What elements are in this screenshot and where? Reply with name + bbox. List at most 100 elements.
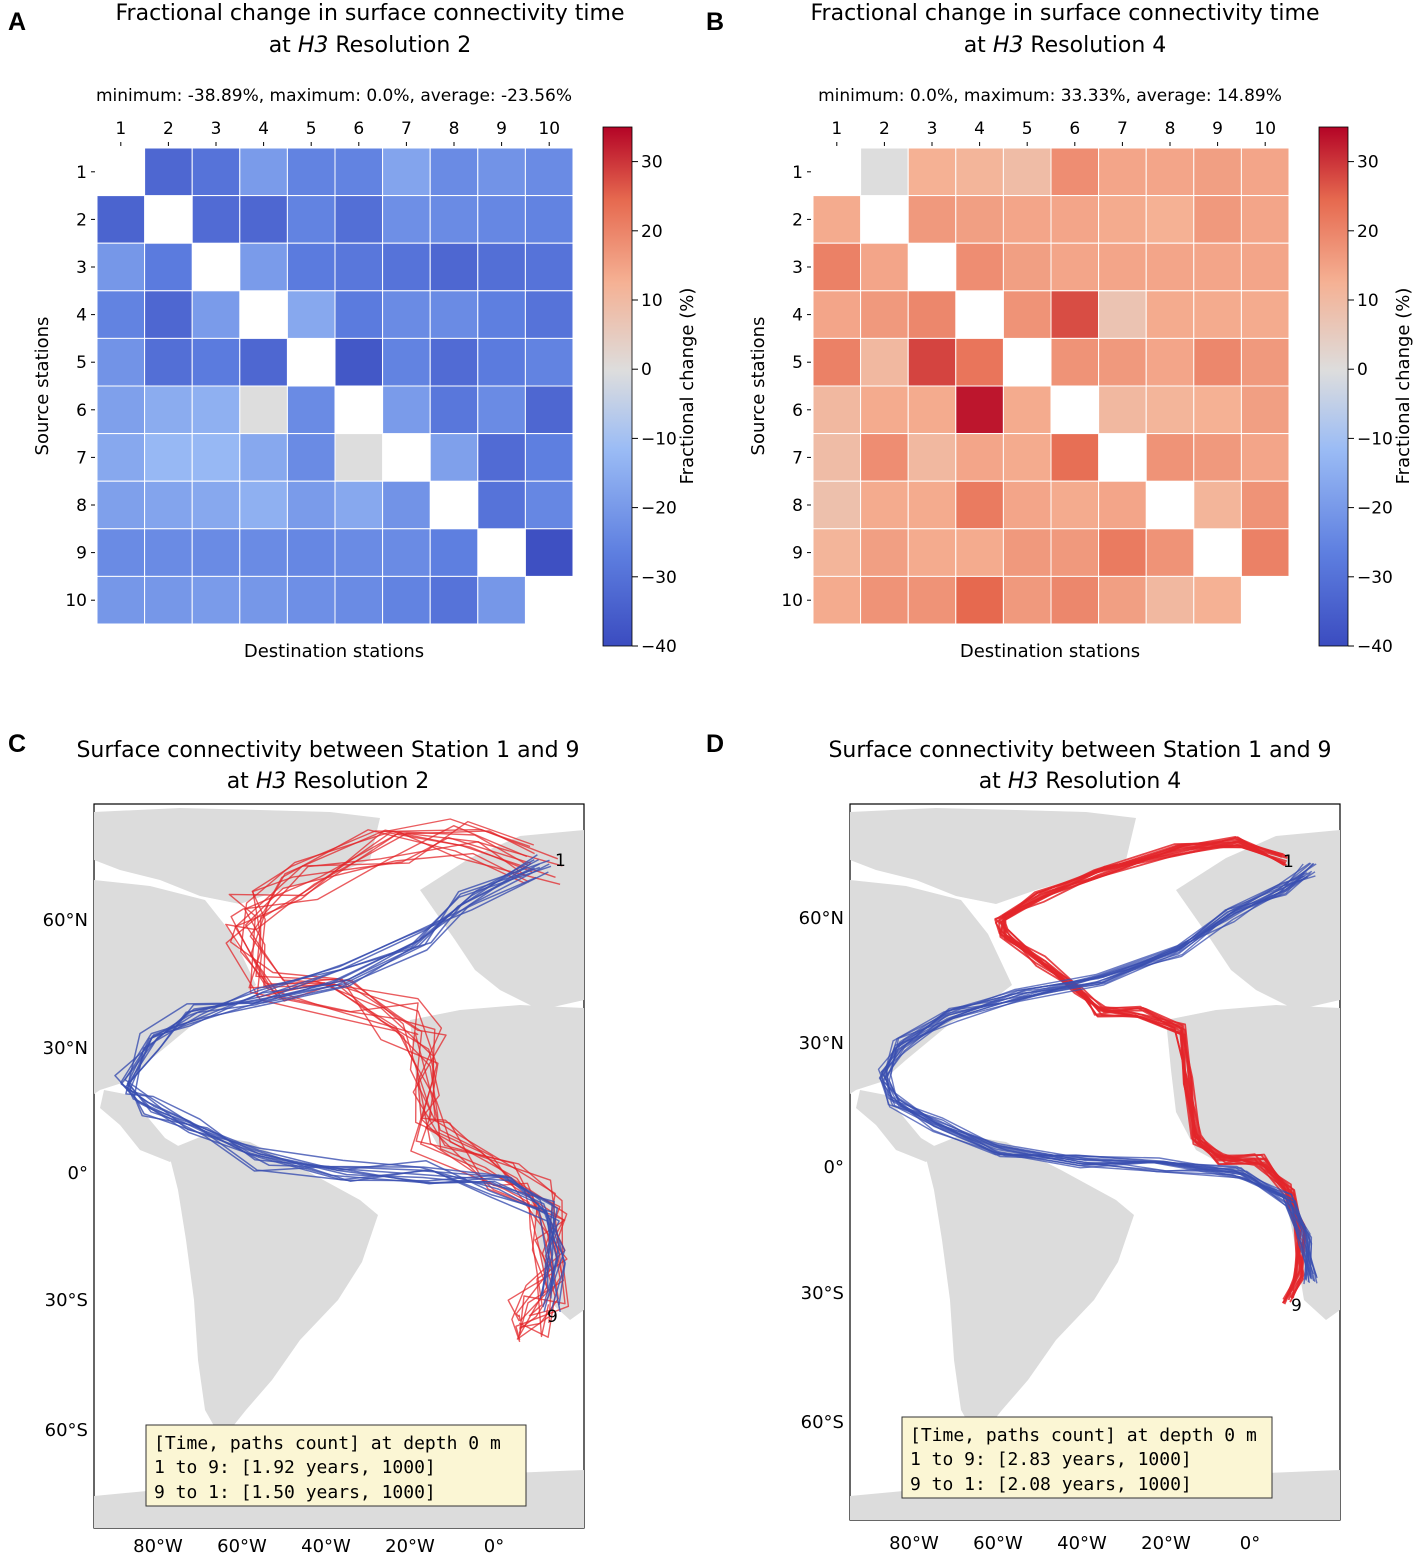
panel-c-title-line2: at H3 Resolution 2 xyxy=(227,769,430,794)
colorbar-tick-label: −10 xyxy=(1357,429,1393,449)
panel-d-land-south-america xyxy=(924,1135,1134,1440)
heatmap-cell-9-3 xyxy=(191,528,241,577)
heatmap-cell-2-8 xyxy=(1145,195,1195,244)
panel-d-legend-line2: 9 to 1: [2.08 years, 1000] xyxy=(910,1474,1192,1495)
panel-a-xlabel: Destination stations xyxy=(244,641,424,662)
y-tick-9: 9 xyxy=(76,544,87,564)
heatmap-cell-1-9 xyxy=(1193,147,1242,197)
heatmap-cell-1-10 xyxy=(1240,147,1290,197)
heatmap-cell-7-9 xyxy=(1193,433,1242,482)
c-red-path-4 xyxy=(252,836,561,1338)
panel-a-title-rest: Resolution 2 xyxy=(328,33,471,58)
colorbar-tick-label: −10 xyxy=(641,429,677,449)
heatmap-cell-2-5 xyxy=(286,195,336,244)
y-tick-1: 1 xyxy=(76,163,87,183)
x-tick-8: 8 xyxy=(449,119,460,139)
c-red-path-10 xyxy=(230,825,566,1336)
heatmap-cell-3-10 xyxy=(524,242,574,292)
heatmap-cell-10-5 xyxy=(286,575,336,625)
heatmap-cell-2-10 xyxy=(1240,195,1290,244)
panel-label-b: B xyxy=(706,8,724,36)
panel-c-legend-line2: 9 to 1: [1.50 years, 1000] xyxy=(154,1482,436,1503)
panel-c-lon-80w: 80°W xyxy=(133,1536,183,1554)
panel-b-colorbar: 30 20 10 0 −10 −20 −30 −40 xyxy=(1318,126,1393,657)
x-tick-1: 1 xyxy=(115,119,126,139)
panel-d-legend: [Time, paths count] at depth 0 m 1 to 9:… xyxy=(901,1416,1273,1499)
heatmap-cell-9-8 xyxy=(429,528,479,577)
heatmap-cell-5-1 xyxy=(96,337,146,387)
heatmap-cell-4-6 xyxy=(1050,290,1100,339)
heatmap-cell-8-2 xyxy=(144,480,193,530)
heatmap-cell-6-2 xyxy=(860,385,909,435)
heatmap-cell-7-5 xyxy=(1002,433,1052,482)
panel-b-ylabel: Source stations xyxy=(748,317,769,456)
panel-d-map: 1 9 60°N 30°N 0° 30°S 60°S 80°W 60°W 40°… xyxy=(799,803,1341,1554)
panel-b-title-italic: H3 xyxy=(993,33,1024,58)
panel-c-legend-header: [Time, paths count] at depth 0 m xyxy=(154,1433,501,1454)
d-blue-path-14 xyxy=(886,863,1317,1280)
panel-d-lat-60s: 60°S xyxy=(801,1412,844,1433)
heatmap-cell-5-2 xyxy=(860,337,909,387)
heatmap-cell-4-9 xyxy=(477,290,526,339)
heatmap-cell-1-4 xyxy=(955,147,1004,197)
heatmap-cell-9-5 xyxy=(286,528,336,577)
heatmap-cell-8-3 xyxy=(907,480,957,530)
heatmap-cell-6-10 xyxy=(524,385,574,435)
heatmap-cell-3-1 xyxy=(812,242,862,292)
panel-d-lon-40w: 40°W xyxy=(1057,1533,1107,1554)
c-blue-path-5 xyxy=(127,863,553,1289)
heatmap-cell-6-1 xyxy=(812,385,862,435)
panel-c-land-south-america xyxy=(168,1135,378,1440)
panel-d-title-line1: Surface connectivity between Station 1 a… xyxy=(828,738,1331,763)
heatmap-cell-4-2 xyxy=(144,290,193,339)
heatmap-cell-2-3 xyxy=(191,195,241,244)
colorbar-tick-label: −40 xyxy=(1357,637,1393,657)
heatmap-cell-1-7 xyxy=(382,147,431,197)
panel-c-lat-30s: 30°S xyxy=(45,1290,88,1311)
x-tick-9: 9 xyxy=(496,119,507,139)
heatmap-cell-6-7 xyxy=(1098,385,1147,435)
heatmap-cell-8-4 xyxy=(955,480,1004,530)
y-tick-2: 2 xyxy=(76,210,87,230)
heatmap-cell-10-9 xyxy=(477,575,526,625)
heatmap-cell-8-5 xyxy=(286,480,336,530)
heatmap-cell-1-3 xyxy=(907,147,957,197)
heatmap-cell-6-7 xyxy=(382,385,431,435)
heatmap-cell-5-3 xyxy=(907,337,957,387)
heatmap-cell-1-8 xyxy=(429,147,479,197)
heatmap-cell-9-6 xyxy=(334,528,384,577)
heatmap-cell-1-8 xyxy=(1145,147,1195,197)
colorbar-tick-label: 0 xyxy=(641,360,652,380)
heatmap-cell-3-4 xyxy=(239,242,288,292)
heatmap-cell-3-8 xyxy=(1145,242,1195,292)
c-blue-path-6 xyxy=(120,865,566,1294)
heatmap-cell-4-5 xyxy=(286,290,336,339)
heatmap-cell-4-7 xyxy=(382,290,431,339)
heatmap-cell-4-10 xyxy=(1240,290,1290,339)
heatmap-cell-5-8 xyxy=(1145,337,1195,387)
colorbar-tick-label: −30 xyxy=(1357,568,1393,588)
y-tick-4: 4 xyxy=(792,306,803,326)
heatmap-cell-8-10 xyxy=(1240,480,1290,530)
heatmap-cell-8-4 xyxy=(239,480,288,530)
heatmap-cell-2-9 xyxy=(1193,195,1242,244)
heatmap-cell-3-10 xyxy=(1240,242,1290,292)
heatmap-cell-3-6 xyxy=(334,242,384,292)
panel-b-title-rest: Resolution 4 xyxy=(1023,33,1166,58)
heatmap-cell-9-8 xyxy=(1145,528,1195,577)
heatmap-cell-3-1 xyxy=(96,242,146,292)
heatmap-cell-9-6 xyxy=(1050,528,1100,577)
d-red-path-13 xyxy=(999,839,1307,1298)
heatmap-cell-1-9 xyxy=(477,147,526,197)
heatmap-cell-6-9 xyxy=(1193,385,1242,435)
panel-c-land xyxy=(94,808,584,1528)
panel-d-lat-60n: 60°N xyxy=(799,908,844,929)
panel-d-land-north-america xyxy=(850,880,1012,1094)
panel-d-title-rest: Resolution 4 xyxy=(1038,769,1181,794)
x-tick-1: 1 xyxy=(831,119,842,139)
heatmap-cell-7-3 xyxy=(191,433,241,482)
x-tick-7: 7 xyxy=(1117,119,1128,139)
heatmap-cell-9-5 xyxy=(1002,528,1052,577)
panel-d-title-line2: at H3 Resolution 4 xyxy=(979,769,1182,794)
